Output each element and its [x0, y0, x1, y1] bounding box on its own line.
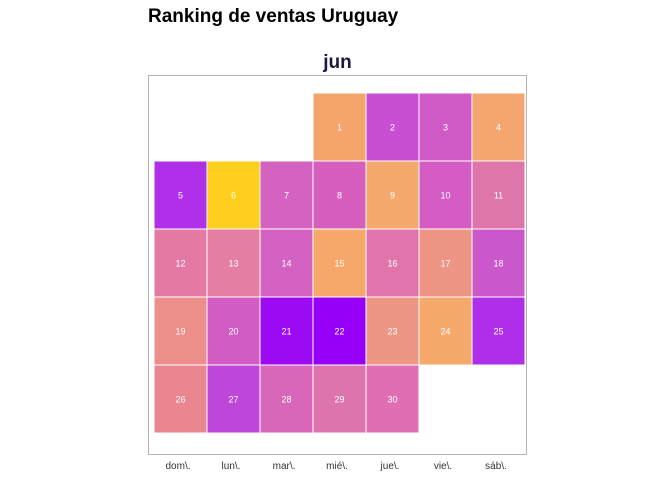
facet-month-label: jun — [323, 52, 352, 73]
day-tile — [153, 228, 208, 298]
day-tile — [312, 160, 367, 230]
day-number-label: 23 — [387, 327, 397, 337]
day-tile — [365, 364, 420, 434]
day-tile — [471, 92, 526, 162]
day-tile — [259, 296, 314, 366]
day-tile — [312, 92, 367, 162]
weekday-tick-label: mié\. — [326, 461, 348, 472]
day-number-label: 19 — [175, 327, 185, 337]
day-number-label: 12 — [175, 259, 185, 269]
weekday-tick-label: jue\. — [380, 461, 400, 472]
day-number-label: 1 — [337, 123, 342, 133]
day-tile — [206, 160, 261, 230]
day-tile — [259, 228, 314, 298]
day-tile — [471, 296, 526, 366]
weekday-tick-label: dom\. — [165, 461, 191, 472]
day-number-label: 21 — [281, 327, 291, 337]
day-number-label: 4 — [496, 123, 501, 133]
day-tile — [365, 92, 420, 162]
day-number-label: 9 — [390, 191, 395, 201]
day-tile — [365, 296, 420, 366]
day-number-label: 24 — [440, 327, 450, 337]
day-number-label: 17 — [440, 259, 450, 269]
day-number-label: 22 — [334, 327, 344, 337]
day-number-label: 6 — [231, 191, 236, 201]
day-number-label: 27 — [228, 395, 238, 405]
day-number-label: 3 — [443, 123, 448, 133]
day-number-label: 29 — [334, 395, 344, 405]
day-number-label: 28 — [281, 395, 291, 405]
day-number-label: 7 — [284, 191, 289, 201]
day-number-label: 26 — [175, 395, 185, 405]
weekday-axis: dom\. lun\. mar\. mié\. jue\. vie\. sáb\. — [152, 461, 524, 475]
day-tile — [418, 92, 473, 162]
day-number-label: 14 — [281, 259, 291, 269]
day-tile — [312, 364, 367, 434]
weekday-tick-label: sáb\. — [485, 461, 507, 472]
day-number-label: 8 — [337, 191, 342, 201]
day-tile — [206, 296, 261, 366]
day-tile — [206, 364, 261, 434]
day-tile — [471, 160, 526, 230]
day-number-label: 16 — [387, 259, 397, 269]
day-tile — [418, 228, 473, 298]
day-number-label: 13 — [228, 259, 238, 269]
day-tile — [471, 228, 526, 298]
day-number-label: 15 — [334, 259, 344, 269]
day-tile — [153, 296, 208, 366]
chart-title: Ranking de ventas Uruguay — [148, 6, 399, 27]
day-number-label: 20 — [228, 327, 238, 337]
day-number-label: 11 — [494, 191, 503, 201]
day-number-label: 25 — [493, 327, 503, 337]
day-number-label: 5 — [178, 191, 183, 201]
day-number-label: 30 — [387, 395, 397, 405]
day-tile — [259, 364, 314, 434]
day-tile — [365, 228, 420, 298]
weekday-tick-label: mar\. — [272, 461, 296, 472]
day-number-label: 2 — [390, 123, 395, 133]
calendar-panel: 1 2 3 4 5 6 7 8 9 10 11 12 13 14 15 16 17 18 19 20 21 22 23 24 2… — [148, 75, 527, 455]
weekday-tick-label: vie\. — [433, 461, 453, 472]
weekday-tick-label: lun\. — [221, 461, 241, 472]
day-tile — [418, 160, 473, 230]
day-tile — [312, 296, 367, 366]
day-number-label: 18 — [493, 259, 503, 269]
day-number-label: 10 — [440, 191, 450, 201]
